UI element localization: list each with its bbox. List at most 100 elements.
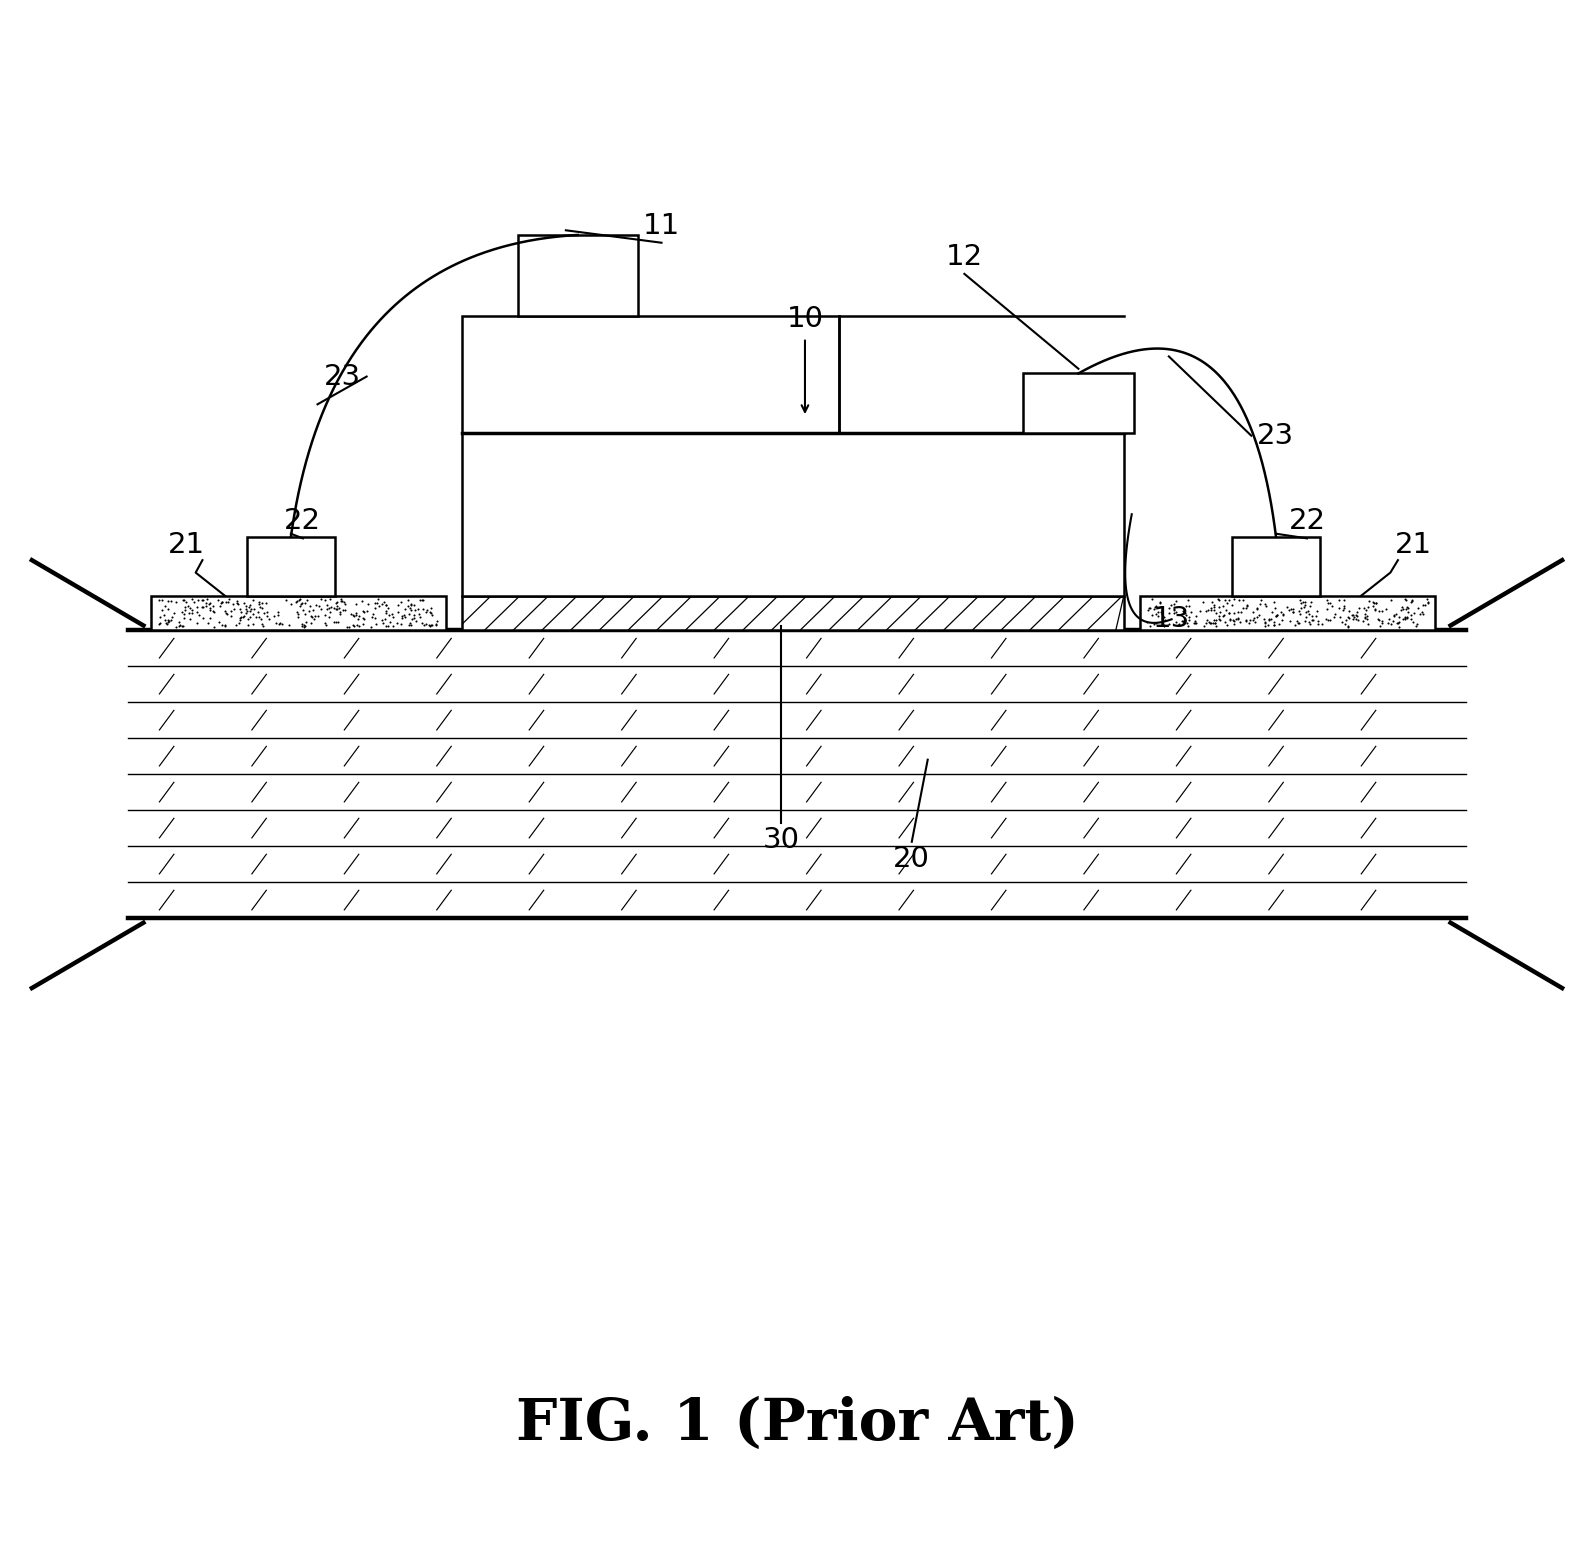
Point bbox=[214, 601, 239, 626]
Point bbox=[1401, 610, 1427, 635]
Point bbox=[391, 602, 416, 627]
Point bbox=[147, 605, 172, 630]
Point bbox=[1334, 608, 1360, 633]
Point bbox=[1392, 604, 1417, 629]
Point bbox=[201, 593, 226, 618]
Point bbox=[1400, 588, 1425, 613]
Point bbox=[1315, 591, 1341, 616]
Point bbox=[389, 604, 414, 629]
Point bbox=[1183, 610, 1208, 635]
Point bbox=[289, 612, 314, 636]
Point bbox=[389, 612, 414, 636]
Point bbox=[194, 587, 220, 612]
Point bbox=[1302, 604, 1328, 629]
Point bbox=[212, 613, 238, 638]
Point bbox=[292, 613, 317, 638]
Point bbox=[1333, 612, 1358, 636]
Point bbox=[151, 602, 177, 627]
Point bbox=[1143, 601, 1168, 626]
Point bbox=[1203, 601, 1229, 626]
Point bbox=[228, 607, 253, 632]
Point bbox=[1191, 613, 1216, 638]
Point bbox=[411, 612, 437, 636]
Point bbox=[414, 598, 440, 622]
Point bbox=[1213, 588, 1239, 613]
Point bbox=[171, 588, 196, 613]
Point bbox=[405, 596, 430, 621]
Point bbox=[1299, 608, 1325, 633]
Point bbox=[343, 591, 368, 616]
Point bbox=[1164, 599, 1189, 624]
Point bbox=[1345, 608, 1371, 633]
Point bbox=[1315, 607, 1341, 632]
Point bbox=[1231, 596, 1256, 621]
Point bbox=[332, 591, 357, 616]
Point bbox=[193, 590, 218, 615]
Point bbox=[402, 593, 427, 618]
Point bbox=[306, 604, 332, 629]
Point bbox=[1207, 588, 1232, 613]
Bar bbox=[247, 537, 335, 596]
Point bbox=[1262, 596, 1288, 621]
Point bbox=[293, 610, 319, 635]
Point bbox=[303, 604, 328, 629]
Point bbox=[1235, 593, 1261, 618]
Point bbox=[247, 605, 273, 630]
Text: 23: 23 bbox=[1256, 422, 1294, 450]
Point bbox=[1203, 613, 1229, 638]
Point bbox=[327, 601, 352, 626]
Point bbox=[287, 588, 312, 613]
Bar bbox=[151, 596, 446, 630]
Point bbox=[1336, 605, 1361, 630]
Point bbox=[312, 602, 338, 627]
Text: 10: 10 bbox=[786, 305, 824, 333]
Point bbox=[370, 607, 395, 632]
Point bbox=[169, 599, 194, 624]
Point bbox=[1176, 608, 1202, 633]
Point bbox=[419, 613, 445, 638]
Point bbox=[236, 607, 261, 632]
Point bbox=[1296, 610, 1321, 635]
Point bbox=[1280, 598, 1305, 622]
Point bbox=[1366, 608, 1392, 633]
Point bbox=[324, 596, 349, 621]
Point bbox=[1350, 608, 1376, 633]
Point bbox=[233, 594, 258, 619]
Point bbox=[343, 601, 368, 626]
Point bbox=[266, 602, 292, 627]
Point bbox=[419, 604, 445, 629]
Point bbox=[1266, 612, 1291, 636]
Point bbox=[1415, 590, 1441, 615]
Point bbox=[320, 610, 346, 635]
Point bbox=[298, 604, 324, 629]
Bar bbox=[462, 596, 1124, 630]
Point bbox=[1254, 613, 1280, 638]
Point bbox=[1173, 602, 1199, 627]
Point bbox=[225, 588, 250, 613]
Point bbox=[1140, 587, 1165, 612]
Point bbox=[214, 602, 239, 627]
Point bbox=[1331, 598, 1356, 622]
Point bbox=[373, 599, 398, 624]
Point bbox=[346, 604, 371, 629]
Point bbox=[1326, 596, 1352, 621]
Point bbox=[1403, 613, 1428, 638]
Point bbox=[179, 587, 204, 612]
Point bbox=[150, 598, 175, 622]
Point bbox=[1202, 610, 1227, 635]
Bar bbox=[1140, 596, 1435, 630]
Point bbox=[360, 602, 386, 627]
Point bbox=[185, 588, 210, 613]
Point bbox=[239, 598, 265, 622]
Point bbox=[410, 612, 435, 636]
Point bbox=[351, 605, 376, 630]
Point bbox=[1372, 596, 1398, 621]
Point bbox=[279, 591, 304, 616]
Point bbox=[1393, 605, 1419, 630]
Point bbox=[185, 594, 210, 619]
Point bbox=[1178, 599, 1203, 624]
Point bbox=[1318, 593, 1344, 618]
Point bbox=[1135, 598, 1160, 622]
Point bbox=[1296, 602, 1321, 627]
Point bbox=[1315, 596, 1341, 621]
